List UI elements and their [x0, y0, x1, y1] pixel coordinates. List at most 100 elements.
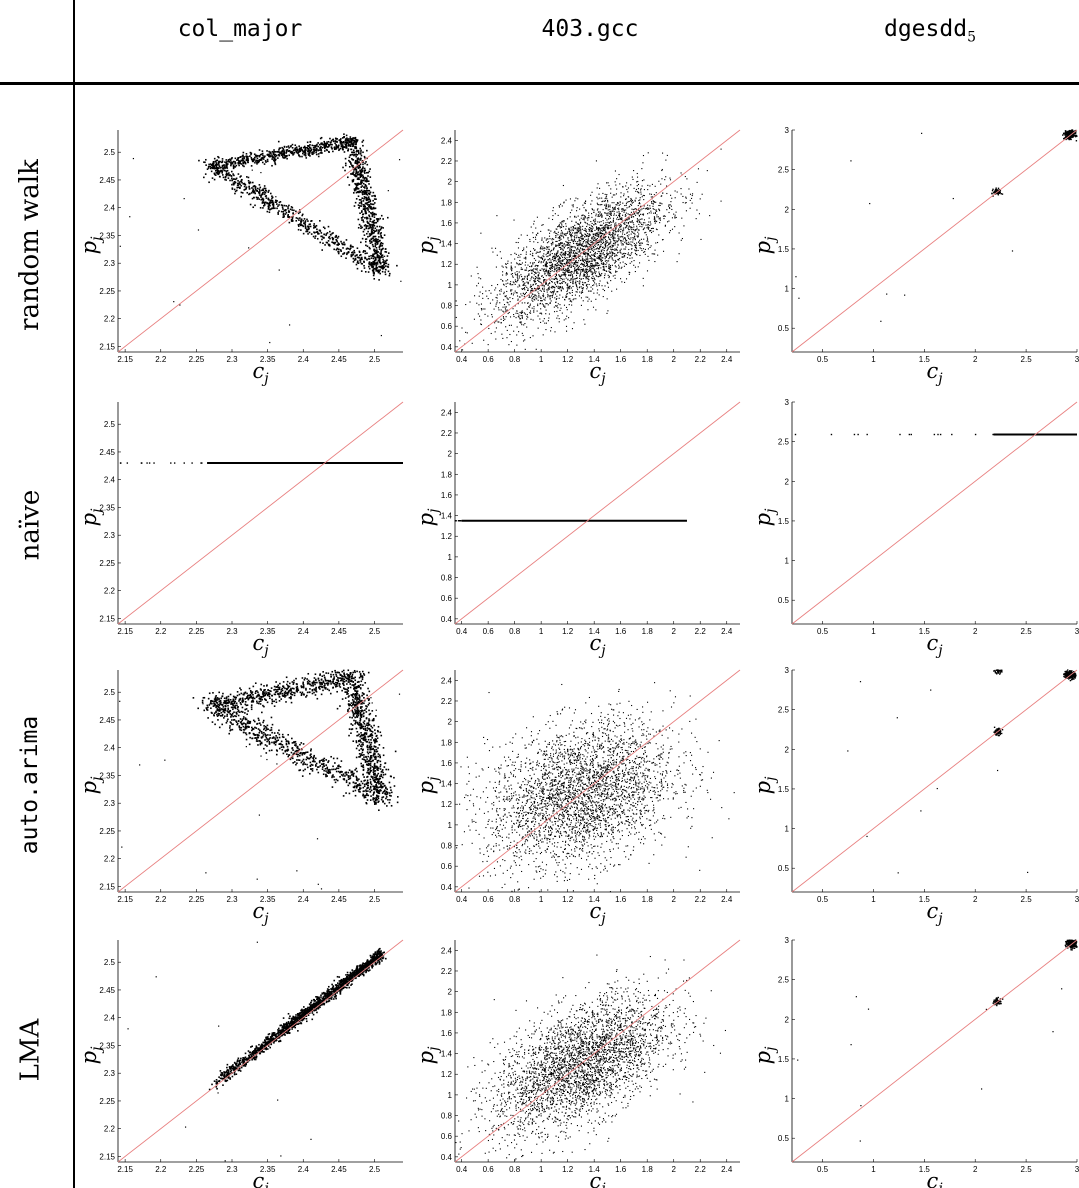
- data-point: [592, 233, 594, 235]
- data-point: [258, 155, 261, 158]
- data-point: [614, 224, 616, 226]
- data-point: [507, 312, 509, 315]
- data-point: [542, 276, 544, 279]
- data-point: [532, 284, 534, 286]
- data-point: [594, 259, 597, 261]
- data-point: [352, 178, 355, 181]
- data-point: [274, 201, 277, 203]
- data-point: [516, 292, 518, 294]
- data-point: [578, 258, 580, 260]
- data-point: [347, 145, 350, 147]
- data-point: [253, 189, 255, 192]
- data-point: [631, 245, 633, 247]
- data-point: [292, 153, 295, 155]
- data-point: [583, 215, 586, 217]
- data-point: [572, 275, 574, 278]
- data-point: [370, 264, 372, 267]
- data-point: [542, 270, 545, 272]
- data-point: [537, 327, 539, 329]
- data-point: [612, 232, 614, 235]
- data-point: [658, 180, 660, 182]
- data-point: [533, 268, 535, 270]
- data-point: [605, 231, 607, 233]
- x-tick-label: 2.45: [331, 355, 347, 364]
- data-point: [290, 206, 293, 208]
- data-point: [363, 186, 366, 189]
- data-point: [541, 300, 543, 302]
- data-point: [623, 209, 625, 211]
- data-point: [661, 239, 664, 241]
- data-point: [612, 210, 614, 212]
- data-point: [224, 175, 227, 178]
- data-point: [559, 239, 561, 241]
- data-point: [307, 233, 309, 235]
- data-point: [315, 224, 318, 227]
- data-point: [503, 291, 505, 293]
- data-point: [647, 239, 649, 241]
- data-point: [591, 249, 593, 251]
- data-point: [646, 238, 649, 240]
- data-point: [556, 262, 558, 265]
- data-point: [280, 210, 283, 213]
- data-point: [555, 236, 557, 239]
- data-point: [365, 212, 368, 215]
- data-point: [364, 205, 366, 208]
- data-point: [538, 256, 540, 258]
- data-point: [598, 275, 600, 277]
- data-point: [543, 280, 545, 282]
- data-point: [613, 211, 615, 213]
- data-point: [597, 244, 600, 246]
- data-point: [560, 226, 563, 228]
- data-point: [248, 193, 250, 196]
- data-point: [608, 222, 610, 224]
- data-point: [368, 261, 371, 264]
- data-point: [607, 227, 610, 229]
- data-point: [584, 221, 586, 223]
- data-point: [499, 302, 501, 304]
- data-point: [343, 133, 345, 135]
- data-point: [298, 145, 300, 147]
- data-point: [360, 262, 363, 265]
- data-point: [600, 267, 602, 269]
- x-tick-label: 2.15: [117, 355, 133, 364]
- data-point: [606, 281, 608, 283]
- data-point: [243, 165, 245, 168]
- data-point: [214, 167, 216, 170]
- data-point: [585, 200, 587, 202]
- data-point: [262, 199, 265, 202]
- data-point: [357, 183, 359, 185]
- data-point: [352, 149, 355, 152]
- data-point: [599, 224, 601, 226]
- data-point: [606, 241, 609, 243]
- data-point: [559, 268, 561, 270]
- data-point: [624, 281, 626, 283]
- data-point: [563, 268, 565, 270]
- data-point: [620, 267, 622, 269]
- data-point: [593, 265, 595, 267]
- data-point: [366, 163, 369, 166]
- data-point: [496, 300, 498, 302]
- data-point: [628, 225, 630, 227]
- data-point: [615, 222, 617, 224]
- data-point: [603, 269, 605, 271]
- data-point: [593, 235, 595, 238]
- data-point: [615, 260, 617, 262]
- data-point: [324, 227, 326, 230]
- scatter-points: [119, 133, 402, 344]
- data-point: [517, 312, 519, 314]
- data-point: [357, 204, 360, 206]
- data-point: [606, 198, 608, 200]
- data-point: [374, 238, 376, 241]
- data-point: [561, 282, 563, 284]
- data-point: [608, 242, 610, 244]
- data-point: [585, 271, 587, 273]
- data-point: [570, 252, 572, 254]
- data-point: [629, 243, 631, 245]
- data-point: [363, 208, 365, 210]
- data-point: [474, 295, 476, 297]
- data-point: [361, 258, 363, 261]
- data-point: [365, 193, 368, 196]
- data-point: [558, 242, 560, 245]
- data-point: [499, 293, 501, 295]
- data-point: [599, 264, 601, 266]
